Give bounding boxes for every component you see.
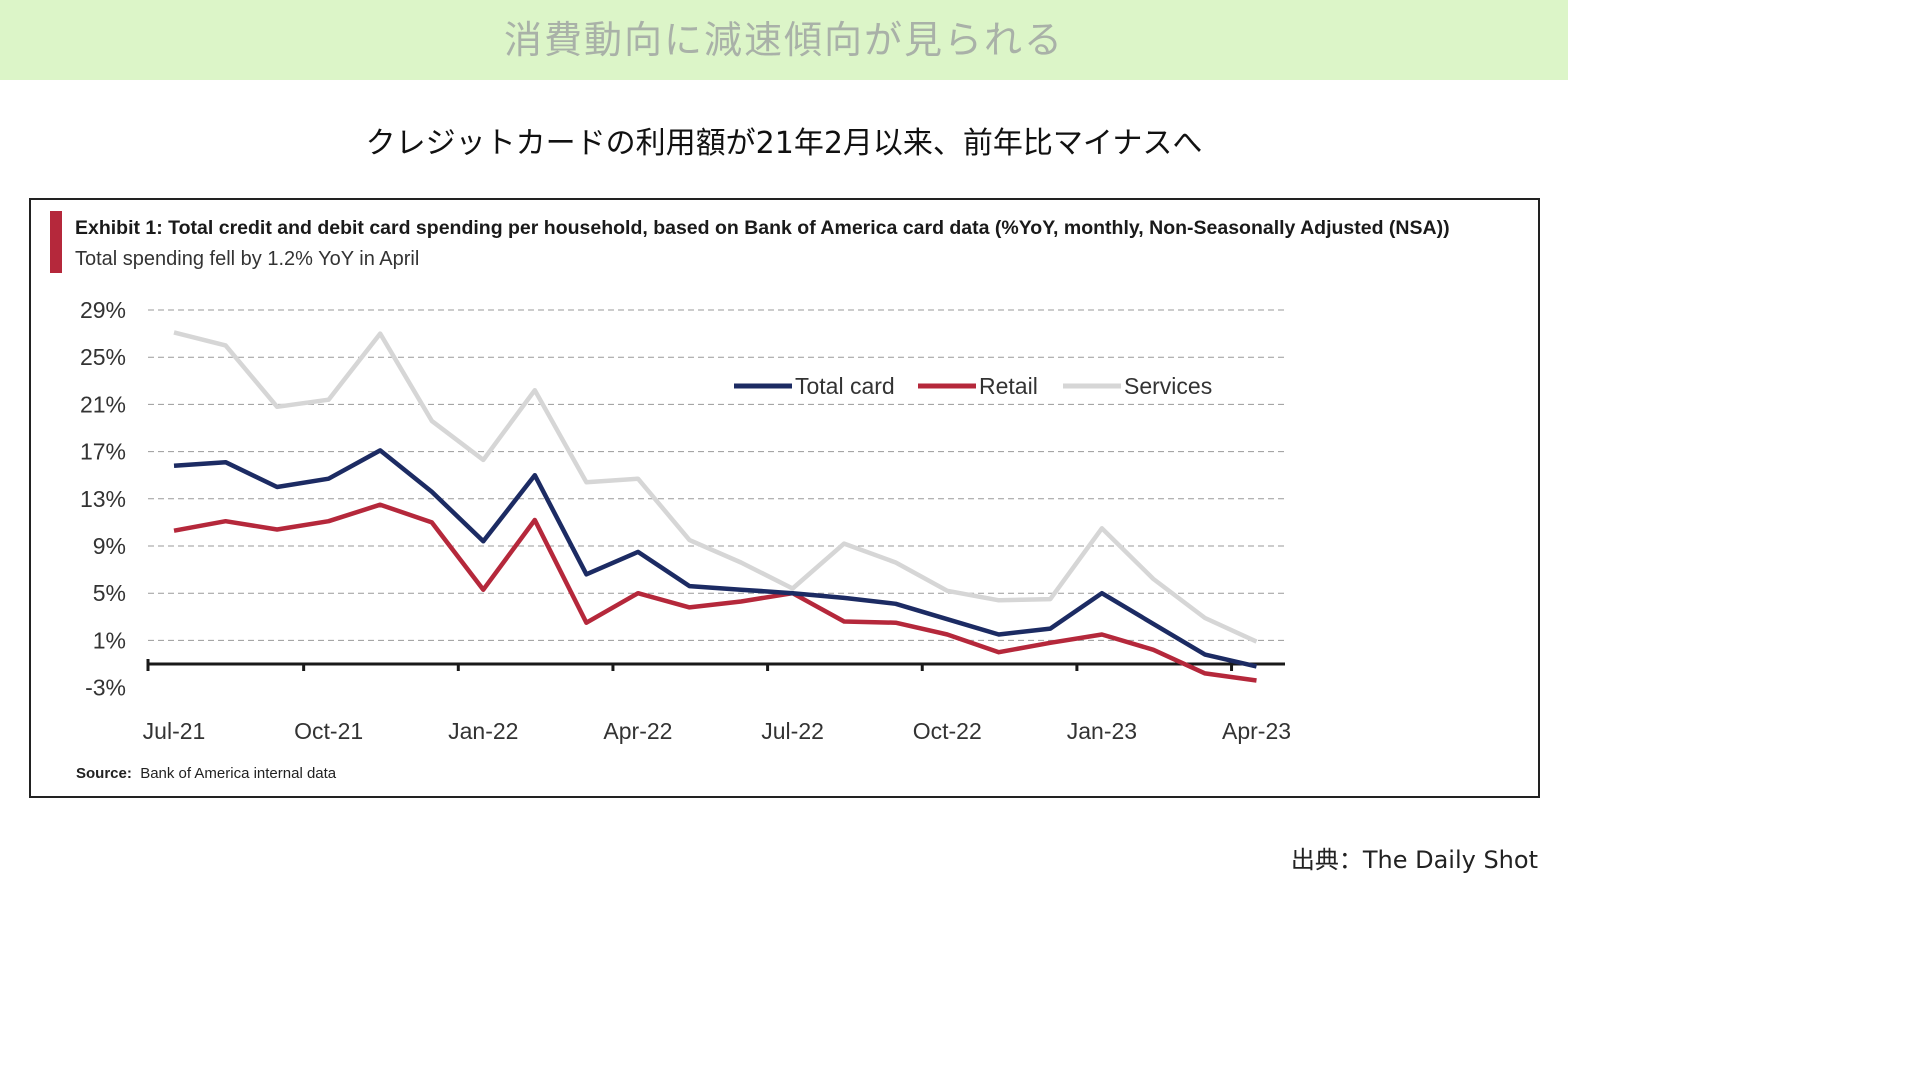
source-text: Bank of America internal data: [140, 765, 337, 782]
x-tick-label: Apr-22: [603, 718, 672, 744]
legend-label: Total card: [795, 373, 895, 399]
x-tick-label: Jul-22: [761, 718, 824, 744]
source-label: Source:: [76, 765, 132, 782]
y-tick-label: 5%: [93, 580, 126, 606]
y-tick-label: 25%: [80, 344, 126, 370]
y-tick-label: -3%: [85, 675, 126, 701]
y-tick-label: 29%: [80, 297, 126, 323]
y-tick-label: 17%: [80, 439, 126, 465]
exhibit-title: Exhibit 1: Total credit and debit card s…: [75, 217, 1450, 239]
credit-text: 出典：The Daily Shot: [1290, 846, 1538, 874]
y-tick-label: 21%: [80, 391, 126, 417]
banner-title: 消費動向に減速傾向が見られる: [503, 18, 1064, 62]
source-note: Source: Bank of America internal data: [76, 765, 336, 782]
exhibit-subtitle: Total spending fell by 1.2% YoY in April: [75, 248, 420, 270]
x-tick-label: Apr-23: [1222, 718, 1291, 744]
legend-label: Services: [1124, 373, 1212, 399]
x-tick-label: Jan-22: [448, 718, 518, 744]
x-tick-label: Jan-23: [1067, 718, 1137, 744]
page-subtitle: クレジットカードの利用額が21年2月以来、前年比マイナスへ: [365, 126, 1203, 161]
y-tick-label: 9%: [93, 533, 126, 559]
x-tick-label: Jul-21: [143, 718, 206, 744]
series-line-services: [173, 330, 1258, 644]
y-tick-label: 13%: [80, 486, 126, 512]
header-banner: [0, 0, 1568, 80]
chart-panel: [29, 198, 1540, 798]
line-chart: 29% 25% 21% 17% 13% 9% 5% 1% -3% Jul-21 Oct-21 Jan…: [80, 297, 1291, 744]
series-line-total-card: [173, 448, 1258, 669]
series-line-retail: [173, 502, 1257, 683]
x-tick-label: Oct-21: [294, 718, 363, 744]
legend-label: Retail: [979, 373, 1038, 399]
y-tick-label: 1%: [93, 627, 126, 653]
x-tick-label: Oct-22: [913, 718, 982, 744]
exhibit-accent-bar: [50, 211, 62, 273]
